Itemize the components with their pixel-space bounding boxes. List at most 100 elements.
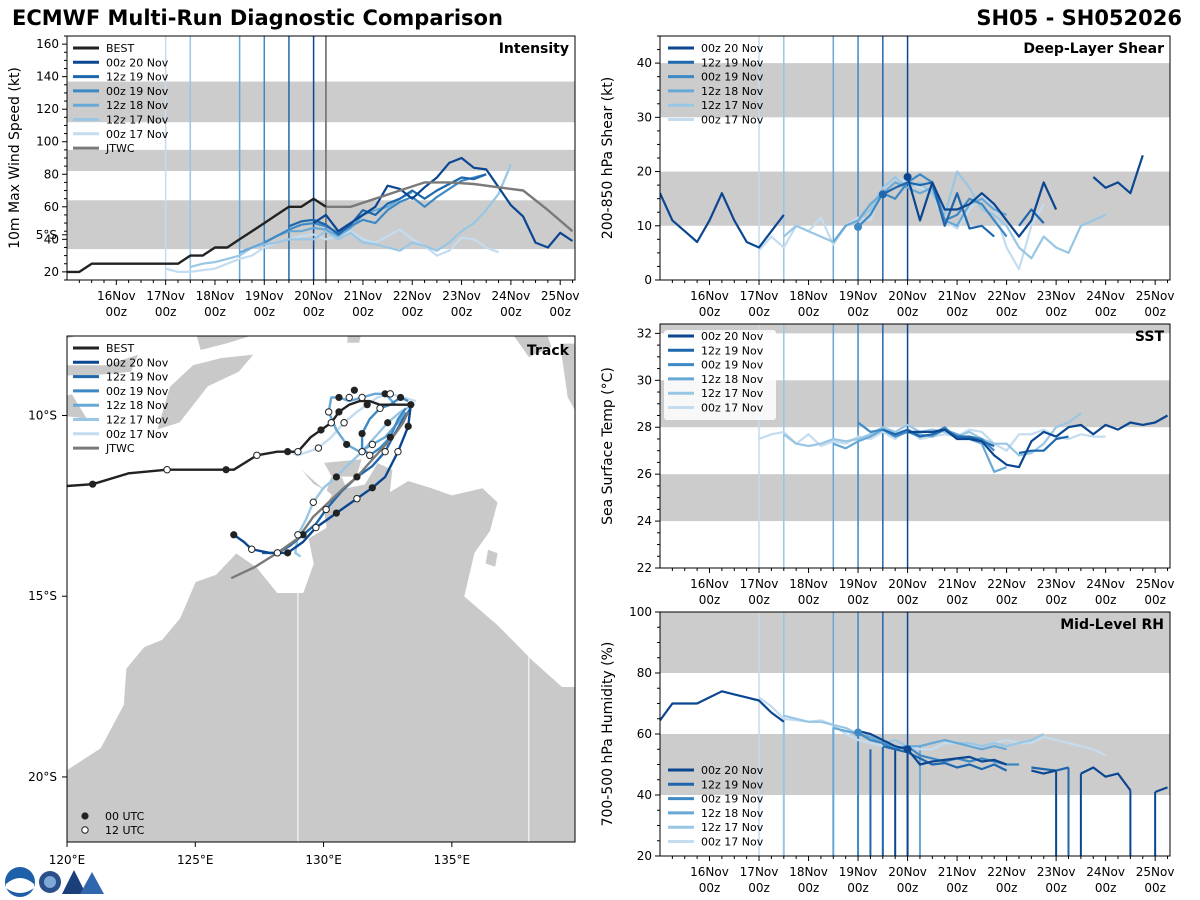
sst-xtick-label: 22Nov: [987, 577, 1026, 591]
rh-xtick-label: 00z: [847, 881, 869, 895]
sst-frame: [659, 323, 1171, 569]
rh-xtick-label: 00z: [946, 881, 968, 895]
track-marker-12utc: [314, 444, 323, 452]
shear-panel: 0 10 20 30 40 16Nov 00z 17Nov 00z 18Nov 00z 19Nov 00…: [600, 35, 1174, 319]
track-marker-12utc: [366, 451, 374, 459]
storm-id: SH05 - SH052026: [976, 6, 1182, 30]
rh-ytick-label: 60: [637, 727, 652, 741]
track-lat-label: 20°S: [28, 770, 57, 784]
rh-series-12z-19-nov: [882, 745, 1008, 772]
shear-xtick-label: 20Nov: [888, 289, 927, 303]
legend-label: 00z 17 Nov: [701, 402, 764, 415]
legend-label: 00z 19 Nov: [701, 359, 764, 372]
intensity-ytick-label: 140: [36, 70, 59, 84]
track-marker-00utc: [335, 393, 343, 402]
track-best-dot-12utc: [345, 393, 353, 402]
legend-label: 00z 19 Nov: [701, 793, 764, 806]
sst-xtick-label: 00z: [996, 593, 1018, 607]
intensity-xtick-label: 22Nov: [393, 289, 432, 303]
shear-ytick-label: 20: [637, 165, 652, 179]
intensity-xtick-label: 23Nov: [442, 289, 481, 303]
sst-xtick-label: 20Nov: [888, 577, 927, 591]
intensity-ylabel: 10m Max Wind Speed (kt): [7, 67, 23, 249]
track-marker-00utc: [381, 390, 389, 398]
intensity-band: [67, 81, 575, 123]
track-marker-12utc: [358, 393, 366, 402]
shear-xtick-label: 00z: [699, 305, 721, 319]
intensity-xtick-label: 00z: [352, 305, 374, 319]
logos: [5, 867, 104, 897]
rh-ytick-label: 80: [637, 666, 652, 680]
sst-series-12z-19-nov: [882, 428, 995, 448]
intensity-jtwc-line: [325, 181, 574, 233]
track-best-dot-00utc: [284, 448, 292, 456]
track-marker-00utc: [284, 549, 292, 557]
rh-ytick-label: 100: [629, 605, 652, 619]
track-lat-label: 5°S: [36, 228, 57, 242]
intensity-series-00z-17-nov: [165, 228, 499, 273]
sst-ylabel: Sea Surface Temp (°C): [600, 367, 616, 525]
legend-label: 12z 18 Nov: [106, 399, 169, 412]
rh-xtick-label: 19Nov: [839, 865, 878, 879]
track-marker-12utc: [376, 404, 384, 412]
rh-ytick-label: 40: [637, 788, 652, 802]
rh-xtick-label: 00z: [1144, 881, 1166, 895]
legend-label: 00z 17 Nov: [106, 428, 169, 441]
shear-band: [660, 63, 1170, 118]
track-marker-12utc: [358, 447, 366, 456]
shear-series-00z-20-nov: [1092, 154, 1144, 195]
shear-init-marker: [878, 190, 887, 199]
sst-series-00z-20-nov: [907, 414, 1169, 469]
rh-xtick-label: 00z: [1045, 881, 1067, 895]
legend-label: 00z 20 Nov: [701, 764, 764, 777]
intensity-ytick-label: 80: [44, 167, 59, 181]
track-best-dot-12utc: [294, 447, 302, 456]
rh-xtick-label: 23Nov: [1037, 865, 1076, 879]
sst-panel-title: SST: [1135, 329, 1165, 345]
sst-ytick-label: 28: [637, 420, 652, 434]
track-lon-label: 135°E: [434, 853, 471, 867]
shear-series-12z-19-nov: [1018, 208, 1045, 227]
intensity-xtick-label: 00z: [401, 305, 423, 319]
track-marker-00utc: [353, 473, 361, 481]
track-marker-00utc: [384, 419, 392, 427]
track-map-area: [67, 336, 575, 842]
shear-xtick-label: 23Nov: [1037, 289, 1076, 303]
rh-panel: 20 40 60 80 100 16Nov 00z 17Nov 00z 18Nov 00z 19Nov…: [600, 605, 1174, 895]
legend-label: 00z 20 Nov: [701, 42, 764, 55]
rh-xtick-label: 00z: [996, 881, 1018, 895]
sst-ytick-label: 32: [637, 326, 652, 340]
sst-xtick-label: 21Nov: [938, 577, 977, 591]
legend-label: 12z 19 Nov: [701, 344, 764, 357]
legend-label: BEST: [106, 42, 134, 55]
rh-series-00z-20-nov: [660, 690, 785, 723]
sst-xtick-label: 00z: [946, 593, 968, 607]
shear-panel-title: Deep-Layer Shear: [1023, 41, 1164, 57]
rh-ytick-label: 20: [637, 849, 652, 863]
track-marker-00utc: [343, 440, 351, 449]
legend-label: 00z 19 Nov: [701, 71, 764, 84]
intensity-best-line: [67, 197, 327, 274]
shear-xtick-label: 16Nov: [690, 289, 729, 303]
intensity-xtick-label: 16Nov: [97, 289, 136, 303]
legend-label: 00z 20 Nov: [106, 356, 169, 369]
legend-label: 12z 17 Nov: [106, 414, 169, 427]
shear-ytick-label: 30: [637, 110, 652, 124]
shear-init-marker: [854, 222, 863, 231]
shear-series-00z-20-nov: [660, 192, 785, 249]
sst-xtick-label: 00z: [699, 593, 721, 607]
sst-xtick-label: 00z: [847, 593, 869, 607]
rh-series-00z-20-nov: [1154, 786, 1168, 794]
shear-xtick-label: 00z: [798, 305, 820, 319]
sst-band: [660, 324, 1170, 334]
track-best-dot-00utc: [89, 480, 97, 488]
shear-xtick-label: 19Nov: [839, 289, 878, 303]
shear-ytick-label: 40: [637, 56, 652, 70]
rh-ylabel: 700-500 hPa Humidity (%): [600, 642, 616, 827]
track-marker-12utc: [273, 549, 282, 557]
intensity-xtick-label: 00z: [253, 305, 275, 319]
shear-ytick-label: 0: [644, 273, 652, 287]
track-marker-00utc: [396, 393, 405, 402]
intensity-xtick-label: 19Nov: [245, 289, 284, 303]
